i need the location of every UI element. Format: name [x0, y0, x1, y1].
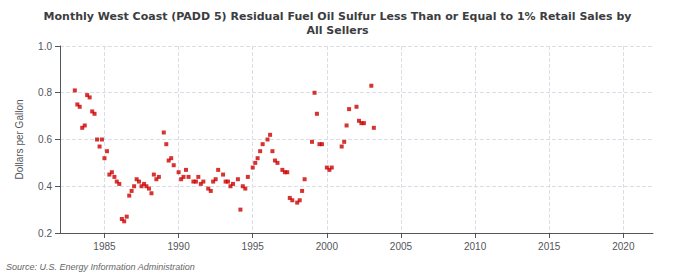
svg-text:0.2: 0.2	[38, 228, 52, 239]
svg-text:1985: 1985	[93, 241, 116, 252]
svg-text:Source: U.S. Energy Informatio: Source: U.S. Energy Information Administ…	[6, 262, 195, 272]
svg-text:2020: 2020	[612, 241, 635, 252]
svg-text:2010: 2010	[464, 241, 487, 252]
svg-text:0.6: 0.6	[38, 134, 52, 145]
svg-text:0.8: 0.8	[38, 87, 52, 98]
svg-text:0.4: 0.4	[38, 181, 52, 192]
svg-text:Monthly West Coast (PADD 5) Re: Monthly West Coast (PADD 5) Residual Fue…	[44, 10, 632, 23]
svg-text:All Sellers: All Sellers	[306, 24, 369, 37]
svg-text:Dollars per Gallon: Dollars per Gallon	[14, 99, 25, 179]
svg-text:2000: 2000	[316, 241, 339, 252]
svg-text:2015: 2015	[538, 241, 561, 252]
svg-text:1.0: 1.0	[38, 41, 52, 52]
svg-text:2005: 2005	[390, 241, 413, 252]
svg-text:1995: 1995	[242, 241, 265, 252]
svg-text:1990: 1990	[167, 241, 190, 252]
